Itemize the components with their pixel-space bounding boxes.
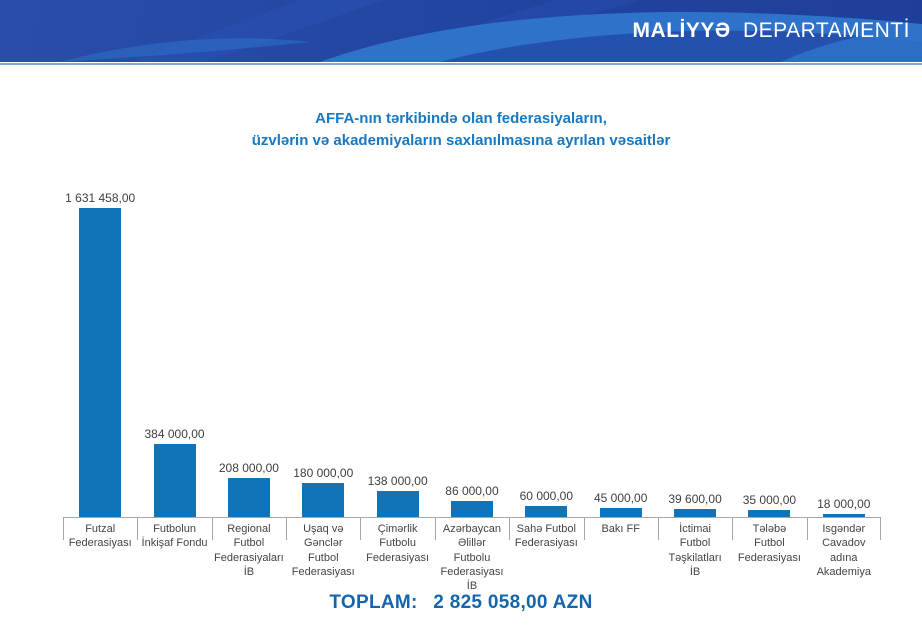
axis-tick bbox=[509, 518, 511, 540]
axis-tick bbox=[657, 518, 659, 540]
bar bbox=[227, 478, 270, 517]
bar-value-label: 60 000,00 bbox=[519, 489, 574, 503]
axis-tick bbox=[63, 518, 64, 540]
category-label: Futbolun İnkişaf Fondu bbox=[141, 523, 208, 550]
category-label: Futzal Federasiyası bbox=[68, 523, 132, 550]
bar bbox=[525, 506, 568, 517]
bar-value-label: 1 631 458,00 bbox=[65, 191, 136, 205]
total-value: 2 825 058,00 AZN bbox=[433, 592, 593, 613]
category-axis: Futzal Federasiyası Futbolun İnkişaf Fond… bbox=[63, 518, 881, 593]
bar-value-label: 18 000,00 bbox=[817, 497, 871, 511]
axis-tick bbox=[880, 518, 881, 540]
category-label: İctimai Futbol Təşkilatları İB bbox=[668, 523, 722, 578]
bar-column: 39 600,00 bbox=[658, 186, 732, 517]
bar-column: 60 000,00 bbox=[509, 186, 583, 517]
bar-value-label: 35 000,00 bbox=[742, 493, 797, 507]
chart-title-line1: AFFA-nın tərkibində olan federasiyaların… bbox=[315, 110, 607, 127]
bar-column: 45 000,00 bbox=[584, 186, 658, 517]
brand-text: MALİYYƏ DEPARTAMENTİ bbox=[633, 19, 910, 43]
total-label: TOPLAM: bbox=[329, 592, 418, 613]
category-label: Isgəndər Cavadov adına Akademiya bbox=[816, 523, 871, 578]
bar bbox=[376, 491, 419, 517]
bar bbox=[450, 501, 493, 517]
brand-bold: MALİYYƏ bbox=[632, 19, 731, 42]
category-label: Bakı FF bbox=[601, 523, 640, 535]
total-line: TOPLAM: 2 825 058,00 AZN bbox=[0, 592, 922, 614]
axis-tick bbox=[137, 518, 139, 540]
bar-value-label: 180 000,00 bbox=[293, 466, 354, 480]
category-label: Tələbə Futbol Federasiyası bbox=[737, 523, 801, 564]
bar bbox=[79, 208, 122, 517]
bar bbox=[674, 509, 717, 517]
bar-value-label: 384 000,00 bbox=[144, 427, 205, 441]
bar-value-label: 39 600,00 bbox=[668, 492, 722, 506]
plot-area: 1 631 458,00 384 000,00 208 000,00 180 000,… bbox=[63, 186, 881, 518]
bar bbox=[599, 508, 642, 517]
bar-chart: 1 631 458,00 384 000,00 208 000,00 180 000,… bbox=[63, 186, 881, 593]
category-label: Çimərlik Futbolu Federasiyası bbox=[366, 523, 430, 564]
axis-tick bbox=[286, 518, 288, 540]
bar-value-label: 138 000,00 bbox=[367, 474, 428, 488]
bar-column: 138 000,00 bbox=[360, 186, 434, 517]
chart-title-line2: üzvlərin və akademiyaların saxlanılmasın… bbox=[251, 131, 671, 149]
bar-column: 18 000,00 bbox=[807, 186, 881, 517]
chart-title: AFFA-nın tərkibində olan federasiyaların… bbox=[0, 108, 922, 152]
bar bbox=[302, 483, 345, 517]
axis-tick bbox=[583, 518, 585, 540]
category-label: Azərbaycan Əlillər Futbolu Federasiyası … bbox=[440, 523, 504, 593]
category-label: Sahə Futbol Federasiyası bbox=[514, 523, 578, 550]
axis-tick bbox=[211, 518, 213, 540]
axis-tick bbox=[434, 518, 436, 540]
bar-column: 180 000,00 bbox=[286, 186, 360, 517]
bar bbox=[748, 510, 791, 517]
bar-column: 384 000,00 bbox=[137, 186, 211, 517]
banner-underline bbox=[0, 63, 922, 65]
category-label: Uşaq və Gənclər Futbol Federasiyası bbox=[291, 523, 355, 578]
header-banner: MALİYYƏ DEPARTAMENTİ bbox=[0, 0, 922, 62]
bar-value-label: 45 000,00 bbox=[593, 491, 648, 505]
brand-regular: DEPARTAMENTİ bbox=[742, 19, 910, 42]
bar bbox=[822, 514, 865, 517]
bar-column: 86 000,00 bbox=[435, 186, 509, 517]
bar-column: 208 000,00 bbox=[212, 186, 286, 517]
banner-swoosh-graphic bbox=[60, 0, 922, 62]
axis-tick bbox=[732, 518, 734, 540]
bar-column: 1 631 458,00 bbox=[63, 186, 137, 517]
bar bbox=[153, 444, 196, 517]
bar-column: 35 000,00 bbox=[732, 186, 806, 517]
bar-value-label: 86 000,00 bbox=[445, 484, 499, 498]
axis-tick bbox=[360, 518, 362, 540]
bar-value-label: 208 000,00 bbox=[218, 461, 279, 475]
axis-tick bbox=[806, 518, 808, 540]
category-label: Regional Futbol Federasiyaları İB bbox=[214, 523, 284, 578]
